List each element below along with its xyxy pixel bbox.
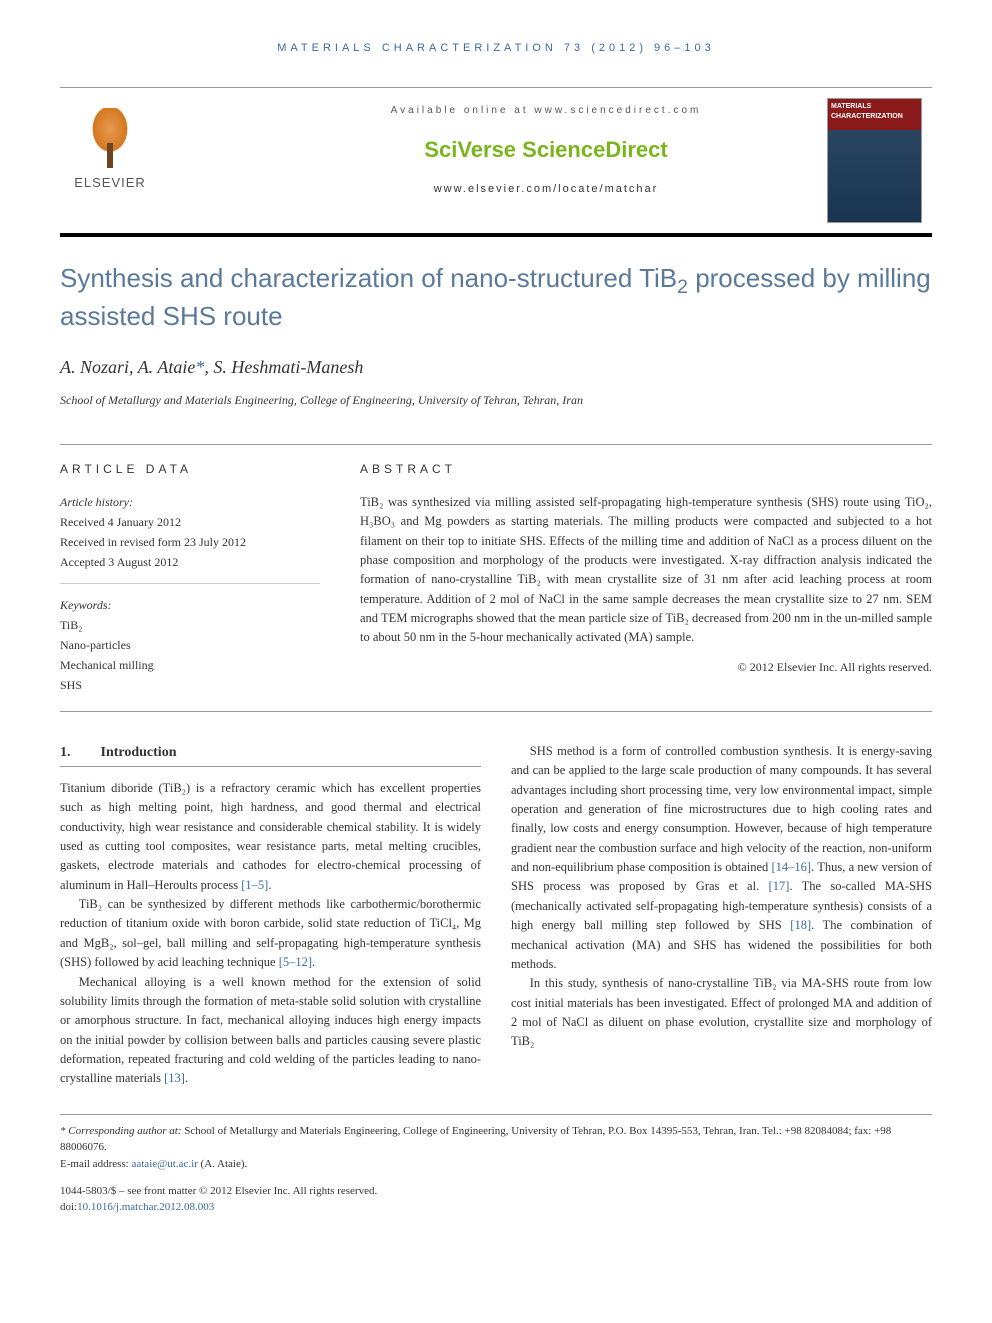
keyword: Mechanical milling [60, 656, 320, 674]
email-author: (A. Ataie). [198, 1158, 247, 1170]
corresponding-star-icon: * [195, 357, 204, 377]
para-text: SHS method is a form of controlled combu… [511, 744, 932, 874]
abstract-text: TiB₂ was synthesized via milling assiste… [360, 493, 932, 648]
abstract-copyright: © 2012 Elsevier Inc. All rights reserved… [360, 658, 932, 676]
history-label: Article history: [60, 493, 320, 511]
title-subscript: 2 [677, 276, 688, 298]
para-text: Titanium diboride (TiB₂) is a refractory… [60, 781, 481, 892]
article-title: Synthesis and characterization of nano-s… [60, 262, 932, 334]
para-text: Mechanical alloying is a well known meth… [60, 975, 481, 1086]
doi-link[interactable]: 10.1016/j.matchar.2012.08.003 [77, 1201, 214, 1213]
article-data-heading: ARTICLE DATA [60, 460, 320, 478]
corr-text: School of Metallurgy and Materials Engin… [60, 1125, 891, 1154]
citation-link[interactable]: [1–5] [241, 878, 268, 892]
title-text-pre: Synthesis and characterization of nano-s… [60, 263, 677, 293]
paragraph: Mechanical alloying is a well known meth… [60, 973, 481, 1089]
issn-line: 1044-5803/$ – see front matter © 2012 El… [60, 1184, 932, 1199]
citation-link[interactable]: [5–12] [279, 955, 312, 969]
citation-link[interactable]: [18] [790, 918, 811, 932]
elsevier-tree-icon [80, 108, 140, 168]
body-columns: 1. Introduction Titanium diboride (TiB₂) … [60, 742, 932, 1089]
para-text: . [312, 955, 315, 969]
email-link[interactable]: aataie@ut.ac.ir [131, 1158, 197, 1170]
journal-cover-thumbnail: MATERIALS CHARACTERIZATION [827, 98, 922, 223]
section-heading: 1. Introduction [60, 742, 481, 767]
corr-label: * Corresponding author at: [60, 1125, 182, 1137]
affiliation: School of Metallurgy and Materials Engin… [60, 391, 932, 424]
citation-link[interactable]: [17] [769, 879, 790, 893]
paragraph: TiB₂ can be synthesized by different met… [60, 895, 481, 973]
author-1: A. Nozari, [60, 357, 138, 377]
citation-link[interactable]: [14–16] [772, 860, 812, 874]
publisher-logo: ELSEVIER [60, 108, 160, 193]
abstract-block: ABSTRACT TiB₂ was synthesized via millin… [360, 460, 932, 696]
article-data-block: ARTICLE DATA Article history: Received 4… [60, 460, 320, 696]
paragraph: In this study, synthesis of nano-crystal… [511, 974, 932, 1052]
abstract-heading: ABSTRACT [360, 460, 932, 478]
revised-date: Received in revised form 23 July 2012 [60, 533, 320, 551]
received-date: Received 4 January 2012 [60, 513, 320, 531]
platform-name[interactable]: SciVerse ScienceDirect [160, 133, 932, 166]
journal-url[interactable]: www.elsevier.com/locate/matchar [160, 181, 932, 198]
email-label: E-mail address: [60, 1158, 131, 1170]
running-header: MATERIALS CHARACTERIZATION 73 (2012) 96–… [60, 40, 932, 57]
doi-label: doi: [60, 1201, 77, 1213]
footnotes: * Corresponding author at: School of Met… [60, 1114, 932, 1173]
accepted-date: Accepted 3 August 2012 [60, 553, 320, 571]
para-text: TiB₂ can be synthesized by different met… [60, 897, 481, 969]
keyword: SHS [60, 676, 320, 694]
keywords-label: Keywords: [60, 596, 320, 614]
keyword: TiB₂ [60, 616, 320, 634]
paragraph: SHS method is a form of controlled combu… [511, 742, 932, 975]
masthead: ELSEVIER Available online at www.science… [60, 87, 932, 237]
corresponding-author-note: * Corresponding author at: School of Met… [60, 1123, 932, 1156]
citation-link[interactable]: [13] [164, 1071, 185, 1085]
para-text: In this study, synthesis of nano-crystal… [511, 976, 932, 1048]
section-number: 1. [60, 745, 71, 760]
email-line: E-mail address: aataie@ut.ac.ir (A. Atai… [60, 1156, 932, 1173]
available-online-text: Available online at www.sciencedirect.co… [160, 103, 932, 118]
bottom-info: 1044-5803/$ – see front matter © 2012 El… [60, 1184, 932, 1215]
section-title: Introduction [101, 745, 177, 760]
publisher-name: ELSEVIER [60, 173, 160, 193]
para-text: . [268, 878, 271, 892]
cover-journal-title: MATERIALS CHARACTERIZATION [828, 99, 921, 126]
keyword: Nano-particles [60, 636, 320, 654]
para-text: . [185, 1071, 188, 1085]
author-2: A. Ataie [138, 357, 196, 377]
author-3: , S. Heshmati-Manesh [204, 357, 363, 377]
authors-line: A. Nozari, A. Ataie*, S. Heshmati-Manesh [60, 354, 932, 381]
paragraph: Titanium diboride (TiB₂) is a refractory… [60, 779, 481, 895]
